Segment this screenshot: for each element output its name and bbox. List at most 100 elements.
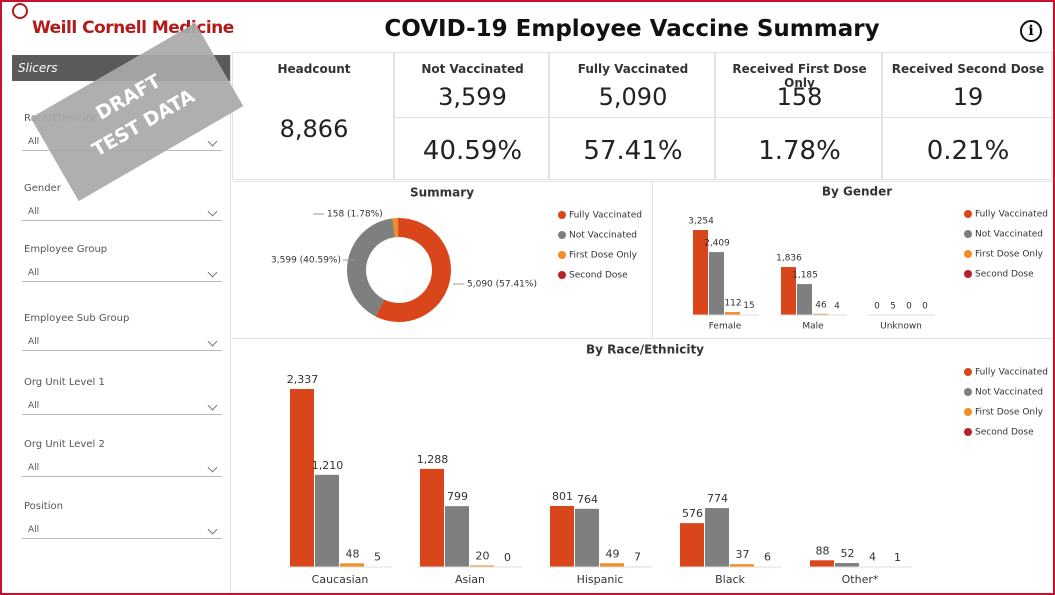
x-tick-label: Black: [715, 573, 745, 586]
kpi-separator: [395, 117, 550, 118]
data-label: 5: [374, 551, 381, 564]
logo-icon: [12, 3, 28, 19]
dropdown-value: All: [28, 525, 40, 535]
slicer-dropdown[interactable]: All: [22, 459, 222, 477]
kpi-percent: 1.78%: [758, 136, 841, 166]
data-label: 1: [894, 551, 901, 564]
kpi-percent: 57.41%: [583, 136, 683, 166]
x-tick-label: Caucasian: [312, 573, 369, 586]
chart-title: Summary: [410, 186, 474, 200]
data-label: 15: [743, 301, 754, 311]
bar: [705, 508, 729, 567]
data-label: 576: [682, 507, 703, 520]
divider: [232, 181, 1052, 182]
bar: [340, 563, 364, 567]
data-label: 1,288: [417, 453, 449, 466]
kpi-separator: [716, 117, 883, 118]
kpi-card: Headcount 8,866: [232, 52, 394, 180]
legend-swatch: [558, 231, 566, 239]
bar: [813, 313, 828, 315]
data-label: 5,090 (57.41%): [467, 280, 537, 290]
dropdown-value: All: [28, 268, 40, 278]
donut-slice: [347, 218, 395, 317]
legend-label: Fully Vaccinated: [569, 211, 642, 221]
legend-label: First Dose Only: [975, 408, 1044, 418]
slicer-label: Org Unit Level 2: [24, 439, 105, 450]
dropdown-value: All: [28, 401, 40, 411]
kpi-count: 19: [952, 83, 984, 111]
data-label: 20: [476, 549, 490, 562]
x-tick-label: Unknown: [880, 322, 922, 332]
legend-label: Second Dose: [569, 271, 628, 281]
legend-swatch: [558, 251, 566, 259]
legend-swatch: [964, 388, 972, 396]
slicer-label: Employee Sub Group: [24, 313, 130, 324]
legend-swatch: [964, 250, 972, 258]
data-label: 46: [815, 300, 827, 310]
kpi-separator: [550, 117, 716, 118]
data-label: 48: [346, 547, 360, 560]
donut-slice: [375, 218, 452, 322]
legend-swatch: [964, 428, 972, 436]
bar: [810, 560, 834, 567]
data-label: 0: [874, 302, 880, 312]
bar: [680, 523, 704, 567]
legend-label: Fully Vaccinated: [975, 368, 1048, 378]
x-tick-label: Asian: [455, 573, 485, 586]
slicer-dropdown[interactable]: All: [22, 397, 222, 415]
bar: [730, 564, 754, 567]
donut-slice: [398, 218, 399, 238]
legend-label: First Dose Only: [975, 250, 1044, 260]
legend-swatch: [964, 230, 972, 238]
x-tick-label: Female: [709, 322, 742, 332]
x-tick-label: Hispanic: [577, 573, 624, 586]
bar: [575, 508, 599, 567]
kpi-count: 5,090: [598, 83, 668, 111]
slicer-label: Org Unit Level 1: [24, 377, 105, 388]
kpi-count: 3,599: [438, 83, 507, 111]
chart-title: By Race/Ethnicity: [586, 343, 704, 357]
info-button[interactable]: i: [1020, 20, 1042, 42]
bar: [420, 468, 444, 567]
bar: [781, 267, 796, 315]
bar: [600, 563, 624, 567]
slicer-dropdown[interactable]: All: [22, 264, 222, 282]
bar: [725, 312, 740, 315]
data-label: 158 (1.78%): [327, 210, 383, 220]
kpi-card: Received First Dose Only 158 1.78%: [715, 52, 883, 180]
bar: [693, 230, 708, 315]
slicer-dropdown[interactable]: All: [22, 203, 222, 221]
slicer-dropdown[interactable]: All: [22, 521, 222, 539]
bar: [445, 506, 469, 567]
data-label: 37: [736, 548, 750, 561]
data-label: 0: [922, 302, 928, 312]
bar: [797, 284, 812, 315]
x-tick-label: Other*: [842, 573, 879, 586]
data-label: 3,254: [688, 217, 714, 227]
page-title: COVID-19 Employee Vaccine Summary: [384, 16, 880, 42]
data-label: 0: [906, 302, 912, 312]
data-label: 1,185: [792, 271, 818, 281]
kpi-percent: 40.59%: [422, 136, 523, 166]
kpi-area: Headcount 8,866 Not Vaccinated 3,599 40.59…: [232, 52, 1053, 180]
data-label: 52: [841, 547, 855, 560]
kpi-card: Received Second Dose 19 0.21%: [882, 52, 1053, 180]
kpi-label: Received First Dose Only: [732, 62, 867, 90]
data-label: 774: [707, 492, 728, 505]
data-label: 2,337: [287, 373, 319, 386]
slicer-dropdown[interactable]: All: [22, 333, 222, 351]
bar: [550, 505, 574, 567]
legend-swatch: [964, 368, 972, 376]
data-label: 799: [447, 490, 468, 503]
legend-label: Not Vaccinated: [975, 388, 1043, 398]
data-label: 88: [816, 544, 830, 557]
data-label: 1,836: [776, 254, 802, 264]
legend-label: Not Vaccinated: [569, 231, 637, 241]
legend-label: Second Dose: [975, 270, 1034, 280]
bar: [290, 389, 314, 567]
data-label: 112: [724, 299, 741, 309]
donut-slice: [392, 218, 399, 238]
data-label: 49: [606, 547, 620, 560]
